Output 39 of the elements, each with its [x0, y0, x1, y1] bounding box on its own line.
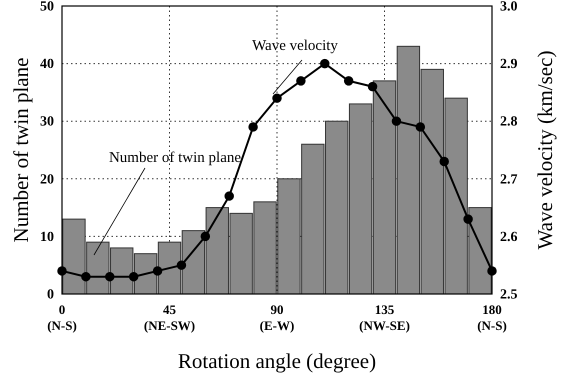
- x-axis-title: Rotation angle (degree): [178, 349, 376, 373]
- y2-tick-label: 2.7: [500, 172, 518, 188]
- y2-tick-label: 2.6: [500, 230, 518, 245]
- point: [248, 122, 258, 132]
- point: [152, 266, 162, 276]
- annotation: Number of twin plane: [108, 150, 242, 166]
- point: [105, 272, 114, 282]
- point: [128, 272, 138, 282]
- point: [320, 58, 330, 68]
- point: [176, 260, 186, 270]
- x-tick-label: 0 (N-S): [47, 302, 77, 333]
- y-tick-label: 50: [40, 0, 54, 14]
- x-tick-label: 180 (N-S): [477, 302, 507, 333]
- y-tick-label: 30: [40, 114, 54, 130]
- point: [344, 76, 354, 86]
- y-tick-label: 20: [40, 172, 54, 188]
- point: [296, 76, 306, 86]
- y2-axis-title: Wave velocity (km/sec): [533, 50, 557, 250]
- y-tick-label: 0: [47, 287, 54, 302]
- y-axis-title: Number of twin plane: [9, 58, 33, 242]
- y-tick-label: 40: [40, 57, 54, 72]
- point: [224, 191, 234, 201]
- y2-tick-label: 2.9: [500, 57, 518, 72]
- point: [392, 116, 402, 126]
- point: [440, 156, 449, 166]
- y-tick-label: 10: [40, 230, 54, 245]
- y2-tick-label: 2.8: [500, 114, 518, 130]
- point: [200, 232, 210, 242]
- y2-tick-label: 3.0: [500, 0, 518, 14]
- point: [272, 93, 282, 103]
- y2-tick-label: 2.5: [500, 287, 518, 302]
- point: [81, 272, 91, 282]
- point: [368, 82, 378, 92]
- point: [463, 214, 473, 224]
- point: [416, 122, 426, 132]
- annotation: Wave velocity: [252, 38, 338, 54]
- x-tick-label: 45 (NE-SW): [144, 302, 196, 333]
- x-tick-label: 90 (E-W): [260, 302, 294, 333]
- x-tick-label: 135 (NW-SE): [359, 302, 410, 333]
